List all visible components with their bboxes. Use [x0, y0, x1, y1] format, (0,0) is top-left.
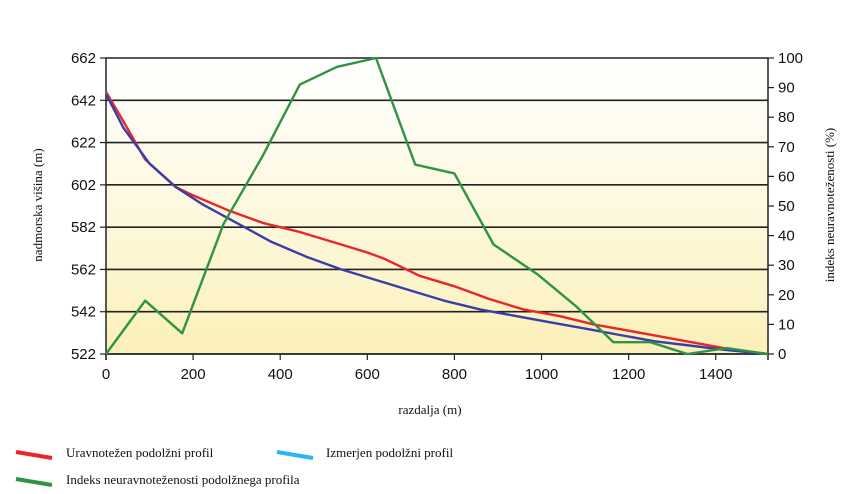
x-tick-0: 0 — [102, 366, 110, 383]
x-tick-2: 400 — [268, 366, 293, 383]
y2-tick-7: 70 — [778, 139, 795, 156]
y-axis-label: nadmorska višina (m) — [30, 148, 45, 261]
izmerjen-profile-line — [104, 93, 769, 356]
x-axis-label: razdalja (m) — [398, 402, 461, 417]
y2-tick-0: 0 — [778, 346, 786, 363]
y-tick-4: 602 — [71, 177, 96, 194]
y2-tick-3: 30 — [778, 257, 795, 274]
legend-label-indeks: Indeks neuravnoteženosti podolžnega prof… — [66, 472, 300, 487]
y2-tick-6: 60 — [778, 168, 795, 185]
y2-tick-2: 20 — [778, 287, 795, 304]
y2-tick-9: 90 — [778, 80, 795, 97]
indeks-line — [105, 56, 769, 356]
y-tick-5: 622 — [71, 135, 96, 152]
y2-tick-8: 80 — [778, 109, 795, 126]
legend: Uravnotežen podolžni profil Izmerjen pod… — [15, 445, 453, 487]
series-lines — [104, 56, 769, 356]
x-tick-7: 1400 — [699, 366, 732, 383]
x-tick-5: 1000 — [525, 366, 558, 383]
y-tick-7: 662 — [71, 50, 96, 67]
legend-swatch-izmerjen — [276, 450, 314, 460]
x-tick-3: 600 — [355, 366, 380, 383]
uravnotezen-profile-line — [104, 91, 769, 356]
x-tick-6: 1200 — [612, 366, 645, 383]
y-tick-1: 542 — [71, 304, 96, 321]
legend-swatch-indeks — [15, 477, 53, 487]
y2-tick-4: 40 — [778, 228, 795, 245]
legend-swatch-uravnotezen — [15, 450, 53, 460]
x-tick-4: 800 — [442, 366, 467, 383]
y2-tick-1: 10 — [778, 316, 795, 333]
tick-labels: 0 200 400 600 800 1000 1200 1400522542562582602… — [71, 50, 803, 383]
y-tick-6: 642 — [71, 92, 96, 109]
y-tick-3: 582 — [71, 219, 96, 236]
legend-label-uravnotezen: Uravnotežen podolžni profil — [66, 445, 214, 460]
y2-axis-label: indeks neuravnoteženosti (%) — [822, 128, 837, 283]
axes — [100, 57, 774, 360]
y2-tick-10: 100 — [778, 50, 803, 67]
y-tick-0: 522 — [71, 346, 96, 363]
legend-label-izmerjen: Izmerjen podolžni profil — [326, 445, 453, 460]
y2-tick-5: 50 — [778, 198, 795, 215]
y-tick-2: 562 — [71, 261, 96, 278]
x-tick-1: 200 — [181, 366, 206, 383]
